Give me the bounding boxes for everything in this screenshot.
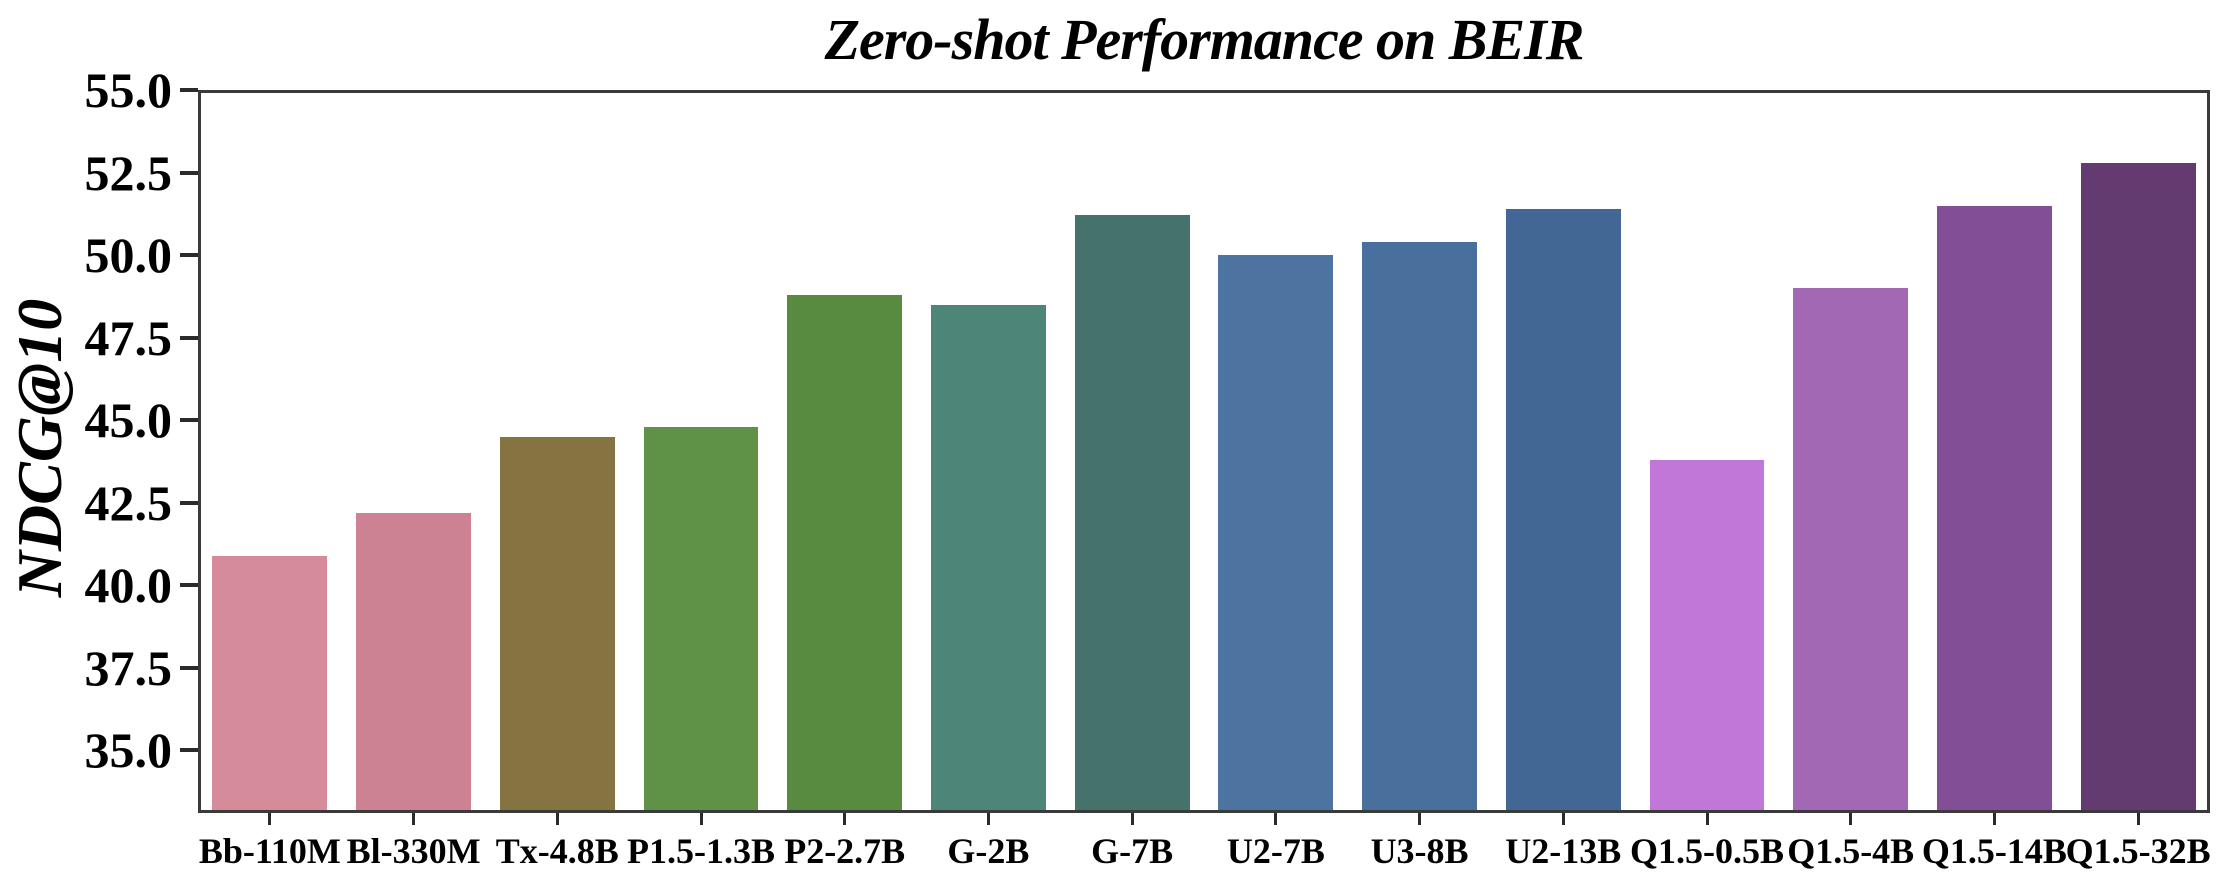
x-tick-label-Q1.5-0.5B: Q1.5-0.5B — [1629, 831, 1784, 871]
x-tick-label-Bl-330M: Bl-330M — [346, 831, 481, 871]
x-tick-mark-P2-2.7B — [843, 813, 847, 825]
y-tick-label-52.5: 52.5 — [84, 144, 173, 201]
bar-Q1.5-0.5B — [1649, 459, 1765, 813]
x-tick-label-Bb-110M: Bb-110M — [198, 831, 341, 871]
x-tick-mark-U2-13B — [1561, 813, 1565, 825]
x-tick-label-U3-8B: U3-8B — [1370, 831, 1469, 871]
x-tick-mark-Q1.5-0.5B — [1705, 813, 1709, 825]
y-tick-mark-52.5 — [180, 170, 198, 175]
x-tick-mark-G-7B — [1130, 813, 1134, 825]
x-tick-label-U2-7B: U2-7B — [1226, 831, 1325, 871]
x-tick-label-Q1.5-14B: Q1.5-14B — [1921, 831, 2067, 871]
y-tick-label-35: 35.0 — [84, 722, 173, 779]
y-tick-mark-45 — [180, 418, 198, 423]
x-tick-mark-Q1.5-14B — [1992, 813, 1996, 825]
chart-title: Zero-shot Performance on BEIR — [824, 7, 1585, 72]
y-tick-label-40: 40.0 — [84, 557, 173, 614]
bar-P1.5-1.3B — [643, 426, 759, 813]
x-tick-mark-Bb-110M — [268, 813, 272, 825]
x-tick-label-Q1.5-4B: Q1.5-4B — [1787, 831, 1915, 871]
x-tick-mark-U3-8B — [1418, 813, 1422, 825]
y-tick-mark-35 — [180, 748, 198, 753]
bar-G-2B — [930, 304, 1046, 813]
y-tick-label-55: 55.0 — [84, 62, 173, 118]
bar-U2-13B — [1505, 208, 1621, 813]
bar-Q1.5-14B — [1936, 205, 2052, 813]
y-tick-mark-40 — [180, 583, 198, 588]
x-tick-mark-Q1.5-4B — [1849, 813, 1853, 825]
y-tick-mark-50 — [180, 253, 198, 258]
bar-Q1.5-4B — [1793, 288, 1909, 813]
x-tick-mark-Tx-4.8B — [555, 813, 559, 825]
x-tick-mark-Q1.5-32B — [2136, 813, 2140, 825]
y-tick-label-42.5: 42.5 — [84, 474, 173, 531]
bar-P2-2.7B — [787, 294, 903, 813]
x-tick-mark-P1.5-1.3B — [699, 813, 703, 825]
y-tick-label-45: 45.0 — [84, 392, 173, 449]
bar-Bl-330M — [356, 512, 472, 813]
y-tick-mark-47.5 — [180, 335, 198, 340]
x-tick-label-Q1.5-32B: Q1.5-32B — [2065, 831, 2211, 871]
y-tick-label-47.5: 47.5 — [84, 309, 173, 366]
y-tick-mark-55 — [180, 88, 198, 92]
x-tick-mark-U2-7B — [1274, 813, 1278, 825]
x-tick-mark-Bl-330M — [412, 813, 416, 825]
bar-U3-8B — [1362, 241, 1478, 813]
bar-Bb-110M — [212, 555, 328, 813]
bar-Tx-4.8B — [499, 436, 615, 813]
x-tick-mark-G-2B — [986, 813, 990, 825]
x-tick-label-Tx-4.8B: Tx-4.8B — [495, 831, 619, 871]
bar-U2-7B — [1218, 255, 1334, 813]
y-tick-label-50: 50.0 — [84, 227, 173, 284]
x-tick-label-U2-13B: U2-13B — [1505, 831, 1622, 871]
plot-area — [198, 90, 2210, 813]
y-tick-label-37.5: 37.5 — [84, 639, 173, 696]
x-tick-label-P2-2.7B: P2-2.7B — [784, 831, 906, 871]
y-tick-mark-42.5 — [180, 500, 198, 505]
y-tick-mark-37.5 — [180, 665, 198, 670]
bar-Q1.5-32B — [2080, 162, 2196, 813]
bar-G-7B — [1074, 215, 1190, 813]
x-tick-label-G-2B: G-2B — [947, 831, 1030, 871]
x-tick-label-P1.5-1.3B: P1.5-1.3B — [627, 831, 775, 871]
x-tick-label-G-7B: G-7B — [1091, 831, 1174, 871]
